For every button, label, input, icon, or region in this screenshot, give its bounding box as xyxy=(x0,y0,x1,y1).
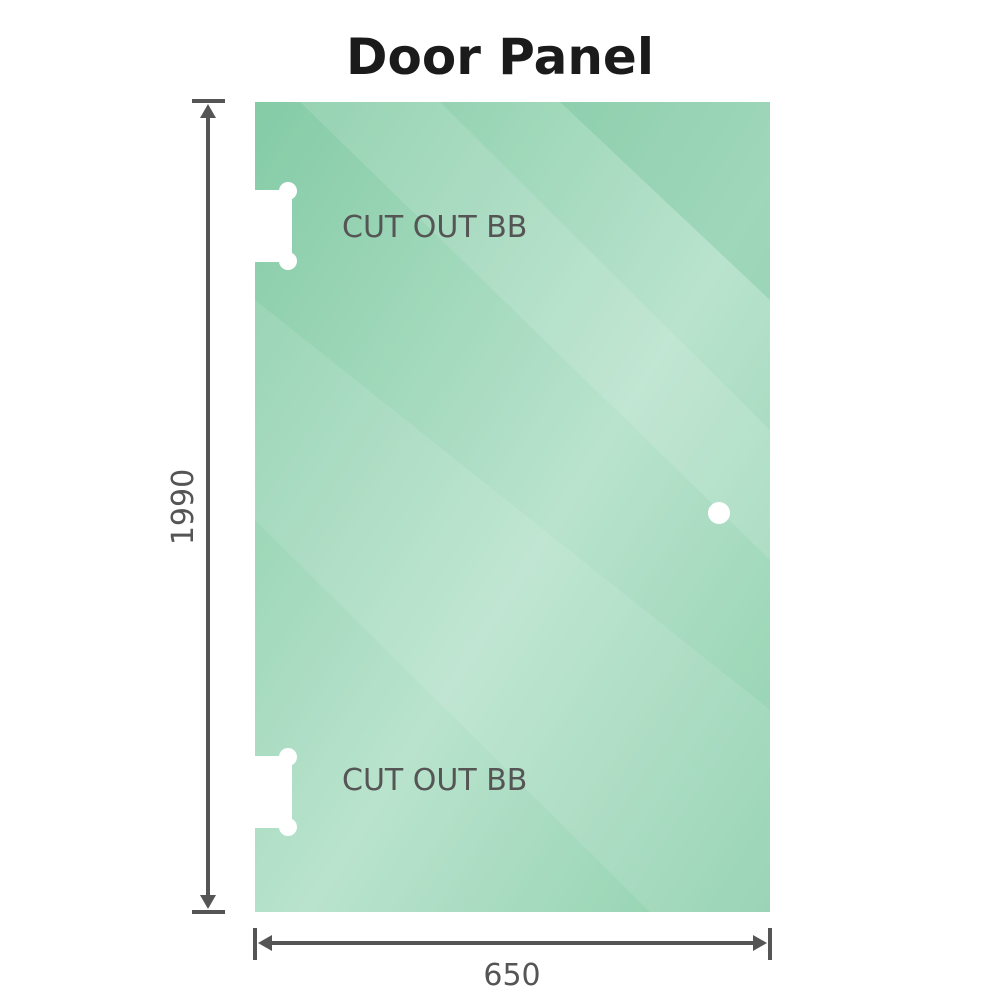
diagram-title: Door Panel xyxy=(346,28,654,86)
width-dimension xyxy=(253,928,772,960)
glass-panel xyxy=(255,102,770,912)
handle-hole xyxy=(708,502,730,524)
cutout-label-bottom: CUT OUT BB xyxy=(342,763,527,798)
width-label: 650 xyxy=(483,958,540,993)
cutout-bottom xyxy=(254,748,297,836)
cutout-top xyxy=(254,182,297,270)
height-label: 1990 xyxy=(166,469,201,545)
cutout-label-top: CUT OUT BB xyxy=(342,210,527,245)
height-dimension xyxy=(192,99,225,914)
